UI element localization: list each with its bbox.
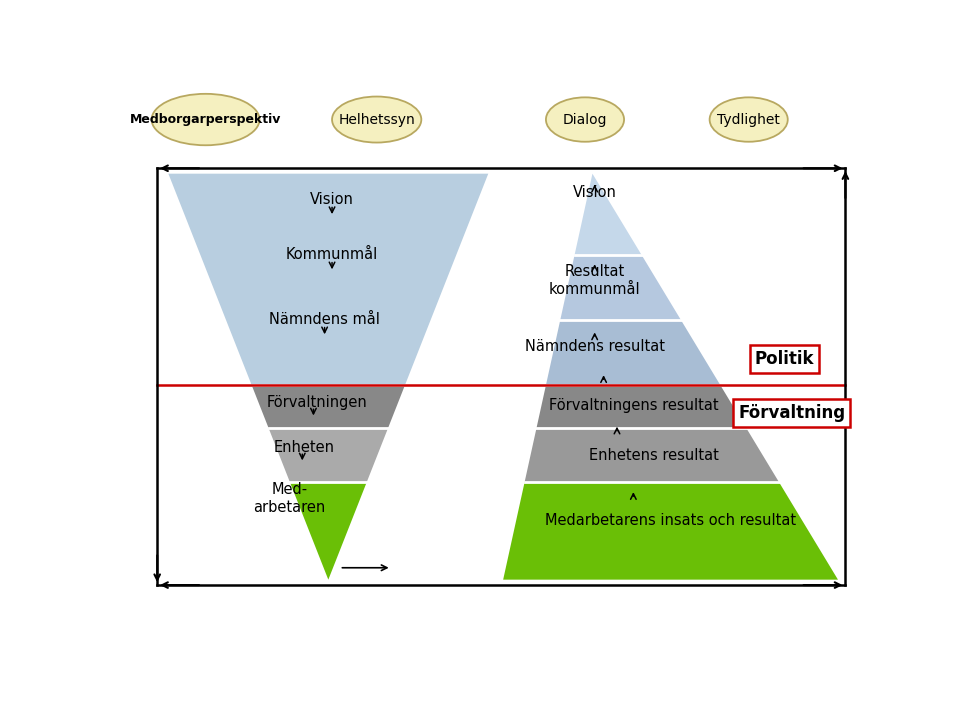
Text: Förvaltning: Förvaltning bbox=[738, 404, 846, 422]
Ellipse shape bbox=[709, 97, 788, 142]
Text: Medborgarperspektiv: Medborgarperspektiv bbox=[130, 113, 281, 126]
Text: Vision: Vision bbox=[310, 192, 354, 207]
Polygon shape bbox=[503, 482, 838, 580]
Polygon shape bbox=[252, 385, 405, 428]
Text: Kommunmål: Kommunmål bbox=[286, 247, 378, 262]
Text: Tydlighet: Tydlighet bbox=[717, 112, 780, 127]
Text: Enheten: Enheten bbox=[274, 439, 335, 455]
Polygon shape bbox=[575, 174, 641, 255]
Text: Med-
arbetaren: Med- arbetaren bbox=[253, 482, 325, 515]
Text: Vision: Vision bbox=[573, 185, 616, 200]
Polygon shape bbox=[168, 174, 489, 385]
Text: Medarbetarens insats och resultat: Medarbetarens insats och resultat bbox=[545, 512, 796, 528]
Polygon shape bbox=[290, 482, 367, 580]
Polygon shape bbox=[546, 320, 720, 385]
Polygon shape bbox=[269, 428, 388, 482]
Text: Nämndens resultat: Nämndens resultat bbox=[525, 340, 664, 354]
Polygon shape bbox=[537, 385, 746, 428]
Text: Helhetssyn: Helhetssyn bbox=[338, 112, 415, 127]
Text: Dialog: Dialog bbox=[563, 112, 608, 127]
Ellipse shape bbox=[152, 93, 259, 146]
Polygon shape bbox=[561, 255, 681, 320]
Text: Förvaltningen: Förvaltningen bbox=[267, 394, 368, 410]
Polygon shape bbox=[524, 428, 779, 482]
Text: Politik: Politik bbox=[755, 350, 814, 368]
Text: Resultat
kommunmål: Resultat kommunmål bbox=[549, 264, 640, 297]
Text: Förvaltningens resultat: Förvaltningens resultat bbox=[548, 399, 718, 413]
Ellipse shape bbox=[546, 97, 624, 142]
Text: Enhetens resultat: Enhetens resultat bbox=[589, 448, 719, 463]
Text: Nämndens mål: Nämndens mål bbox=[269, 312, 380, 328]
Ellipse shape bbox=[332, 96, 421, 143]
